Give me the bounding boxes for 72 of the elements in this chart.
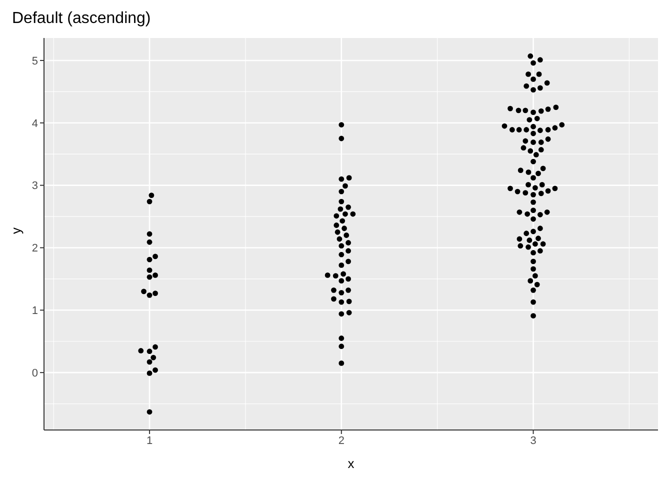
- point: [338, 311, 344, 317]
- point: [338, 176, 344, 182]
- point: [152, 367, 158, 373]
- point: [338, 252, 344, 258]
- point: [146, 239, 152, 245]
- point: [338, 136, 344, 142]
- point: [152, 254, 158, 260]
- y-axis-title: y: [8, 227, 24, 234]
- point: [146, 274, 152, 280]
- point: [146, 292, 152, 298]
- point: [146, 348, 152, 354]
- point: [346, 175, 352, 181]
- y-tick-label: 0: [32, 367, 38, 380]
- y-tick-label: 3: [32, 180, 38, 192]
- point: [346, 204, 352, 210]
- x-axis-title: x: [348, 456, 355, 471]
- point: [146, 198, 152, 204]
- point: [338, 278, 344, 284]
- point: [146, 256, 152, 262]
- point: [338, 336, 344, 341]
- point: [146, 231, 152, 237]
- point: [334, 229, 340, 235]
- point: [346, 298, 352, 304]
- point: [346, 258, 352, 264]
- point: [336, 236, 342, 242]
- point: [346, 240, 352, 246]
- point: [338, 243, 344, 249]
- point: [338, 206, 344, 212]
- point: [150, 354, 156, 360]
- y-tick-label: 2: [32, 242, 38, 255]
- point: [338, 262, 344, 268]
- point: [324, 272, 330, 278]
- point: [350, 211, 356, 217]
- point: [338, 122, 344, 128]
- y-tick-label: 5: [32, 55, 38, 68]
- point: [338, 188, 344, 194]
- point: [342, 183, 348, 189]
- point: [138, 348, 144, 354]
- point: [346, 248, 352, 254]
- x-tick-label: 1: [146, 434, 153, 447]
- point: [338, 344, 344, 350]
- point: [146, 409, 152, 415]
- point: [344, 232, 350, 238]
- point: [148, 192, 154, 198]
- chart-title: Default (ascending): [11, 9, 152, 29]
- point: [342, 226, 347, 232]
- point: [152, 344, 158, 350]
- point: [340, 271, 346, 277]
- point: [331, 287, 336, 293]
- x-tick-label: 2: [338, 434, 344, 447]
- x-tick-label: 3: [530, 434, 536, 447]
- point: [338, 360, 344, 366]
- y-tick-label: 4: [32, 118, 38, 130]
- point: [338, 299, 344, 305]
- point: [342, 211, 348, 217]
- point: [332, 273, 338, 279]
- point: [152, 272, 158, 278]
- point: [346, 310, 352, 316]
- point: [338, 290, 344, 296]
- y-tick-label: 1: [32, 305, 38, 318]
- point: [146, 370, 152, 376]
- point: [331, 296, 336, 302]
- point: [146, 268, 152, 273]
- point: [141, 288, 146, 294]
- point: [334, 222, 340, 228]
- point: [340, 218, 346, 224]
- point: [346, 276, 352, 282]
- point: [152, 290, 158, 296]
- point: [146, 359, 152, 365]
- point: [338, 198, 344, 204]
- point: [346, 287, 352, 293]
- point: [334, 213, 340, 219]
